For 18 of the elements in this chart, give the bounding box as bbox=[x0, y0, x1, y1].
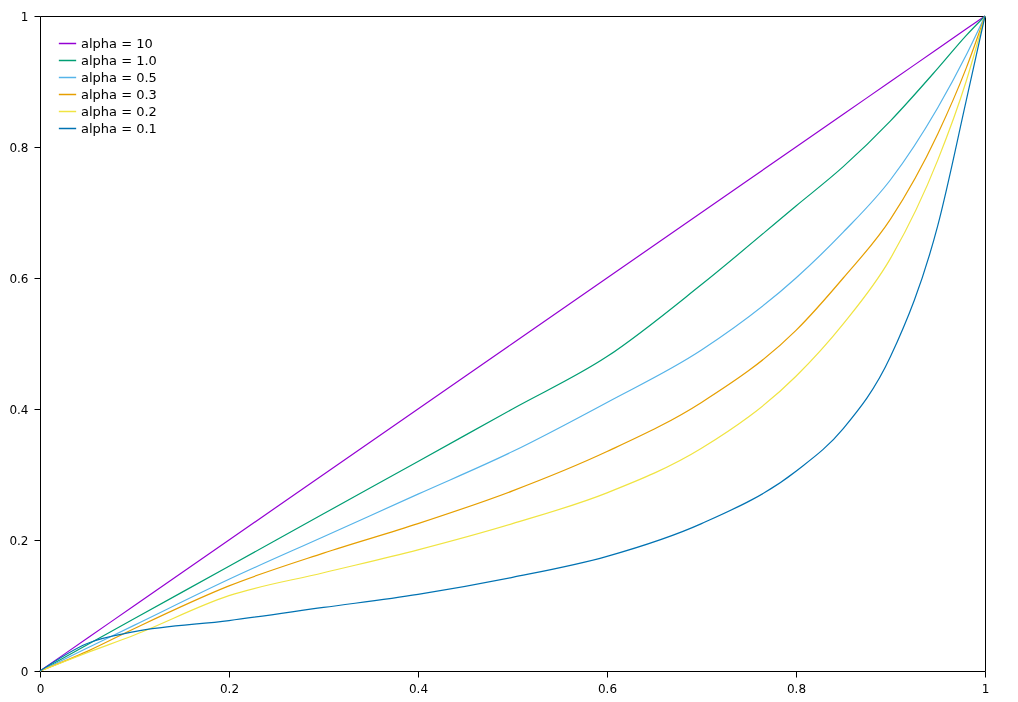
legend-label: alpha = 0.2 bbox=[81, 103, 157, 119]
legend-label: alpha = 10 bbox=[81, 35, 153, 51]
y-tick-label: 0.4 bbox=[9, 402, 29, 417]
legend-label: alpha = 1.0 bbox=[81, 52, 157, 68]
y-tick-label: 1 bbox=[20, 9, 29, 24]
legend-label: alpha = 0.3 bbox=[81, 86, 157, 102]
y-tick-label: 0 bbox=[20, 664, 29, 679]
y-tick-label: 0.8 bbox=[9, 140, 29, 155]
x-tick-label: 0 bbox=[36, 681, 45, 696]
x-tick-label: 0.6 bbox=[597, 681, 618, 696]
legend-label: alpha = 0.1 bbox=[81, 120, 157, 136]
x-tick-label: 0.2 bbox=[219, 681, 240, 696]
x-tick-label: 0.8 bbox=[786, 681, 807, 696]
legend-label: alpha = 0.5 bbox=[81, 69, 157, 85]
x-tick-label: 1 bbox=[981, 681, 990, 696]
x-tick-label: 0.4 bbox=[408, 681, 429, 696]
y-tick-label: 0.6 bbox=[9, 271, 29, 286]
y-tick-label: 0.2 bbox=[9, 533, 29, 548]
